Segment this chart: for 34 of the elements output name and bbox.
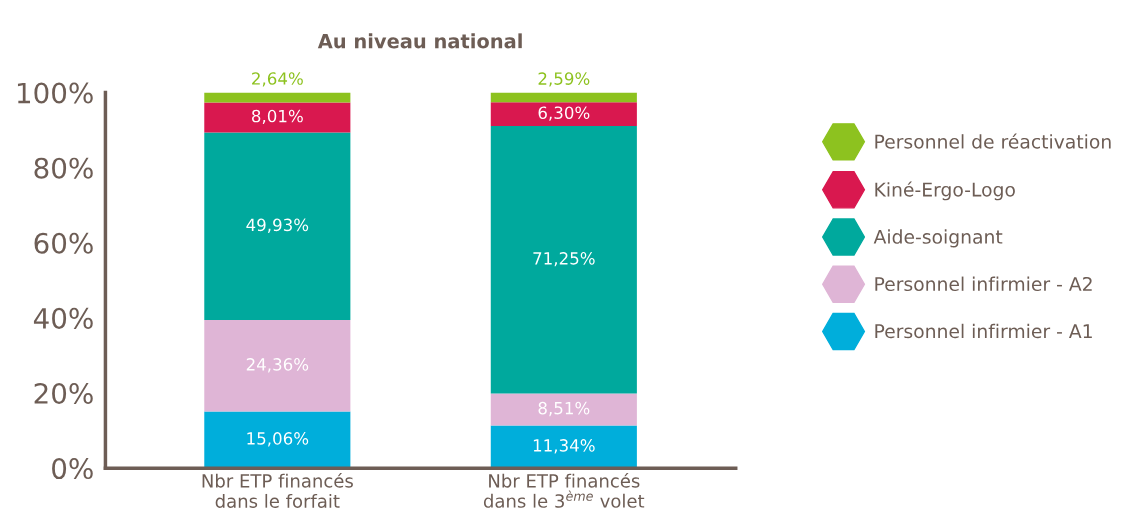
data-label: 24,36% [246, 358, 309, 373]
y-tick-label: 60% [34, 232, 93, 254]
bar [204, 92, 351, 103]
bar [490, 92, 637, 103]
data-label: 15,06% [247, 432, 309, 447]
chart-title: Au niveau national [317, 33, 522, 49]
data-label: 8,01% [251, 109, 303, 125]
bar [204, 132, 351, 321]
y-tick-label: 20% [34, 382, 93, 404]
bar [490, 126, 637, 394]
data-label: 2,64% [252, 72, 303, 87]
bar [204, 411, 351, 469]
y-tick-label: 80% [34, 157, 93, 179]
bar [204, 102, 351, 133]
legend-label: Aide-soignant [873, 229, 1003, 248]
bar [204, 320, 351, 412]
bar [490, 102, 637, 126]
x-tick-label: Nbr ETP financés dans le forfait [202, 473, 353, 508]
legend-label: Kiné-Ergo-Logo [875, 181, 1015, 201]
data-label: 71,25% [533, 252, 595, 267]
x-tick-label: Nbr ETP financés dans le 3$^{ème}$ volet [483, 473, 645, 508]
data-label: 6,30% [538, 106, 590, 121]
data-label: 8,51% [538, 401, 590, 417]
data-label: 11,34% [533, 439, 595, 454]
legend-label: Personnel de réactivation [875, 133, 1111, 149]
legend-label: Personnel infirmier - A1 [875, 323, 1092, 339]
data-label: 49,93% [246, 218, 309, 233]
bar [490, 393, 637, 426]
legend-label: Personnel infirmier - A2 [875, 276, 1092, 292]
y-tick-label: 100% [17, 82, 93, 104]
data-label: 2,59% [538, 72, 590, 87]
y-tick-label: 0% [52, 458, 93, 480]
y-tick-label: 40% [33, 307, 93, 329]
bar [490, 425, 637, 469]
